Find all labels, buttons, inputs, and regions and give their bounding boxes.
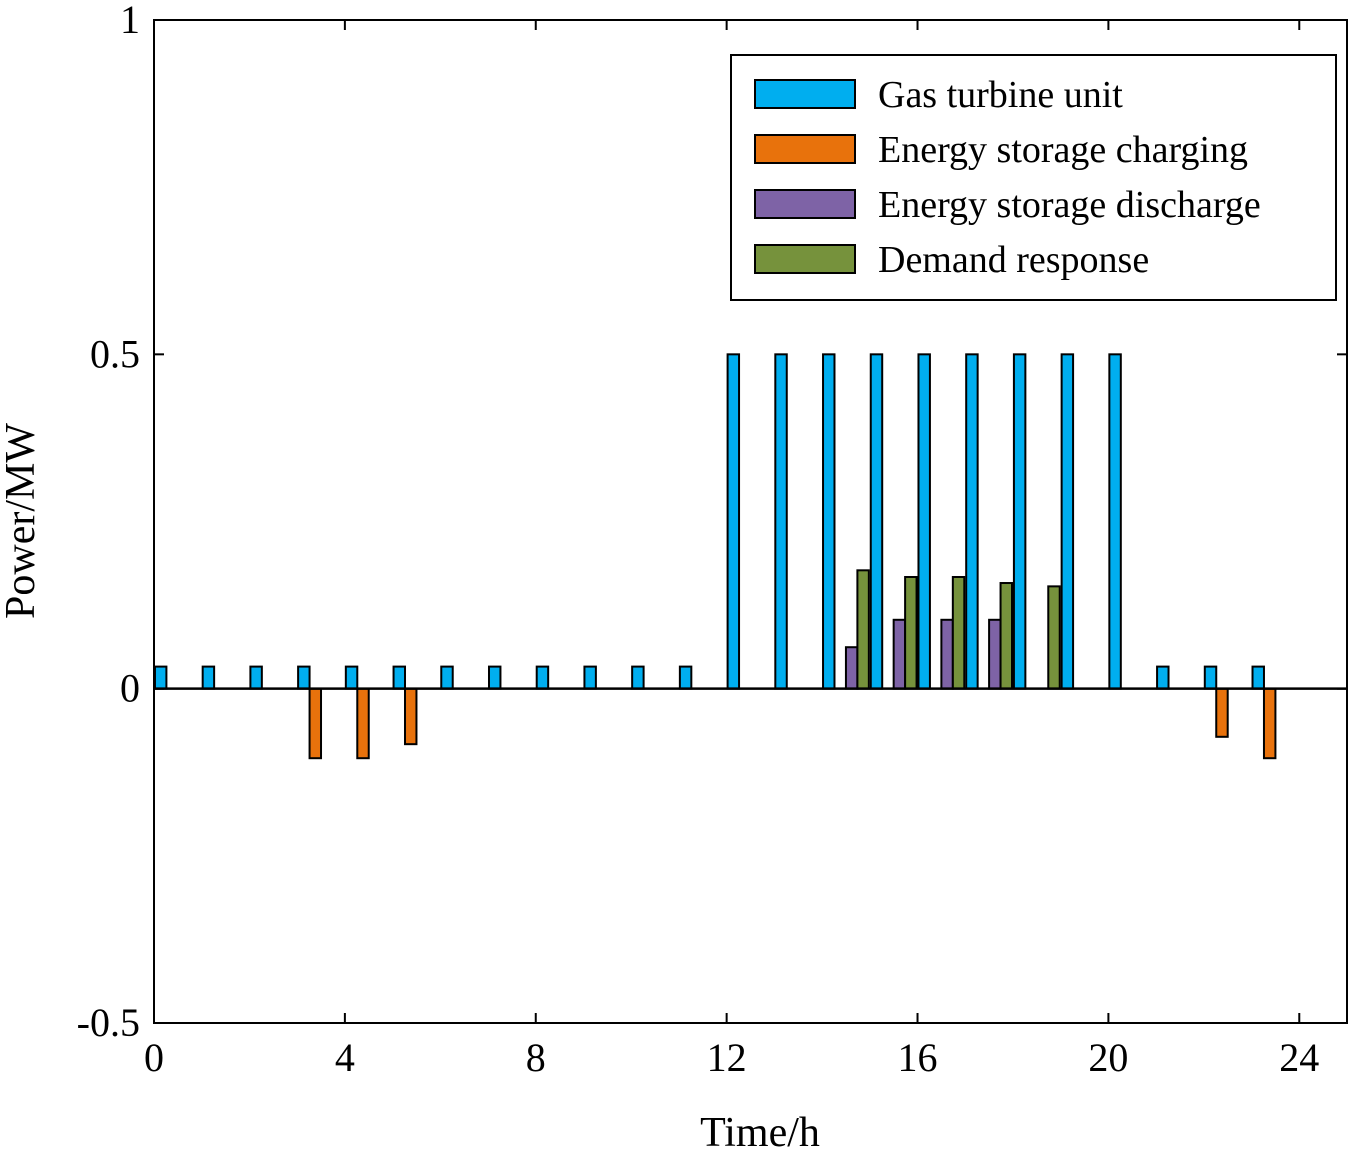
bar-storage-charging-h24 — [1262, 687, 1277, 760]
bar-gas-turbine-h10 — [583, 665, 597, 690]
legend-label-demand-response: Demand response — [878, 239, 1149, 281]
bar-storage-charging-h5 — [356, 687, 370, 760]
bar-gas-turbine-h18 — [965, 353, 979, 690]
legend-swatch-storage-charging — [754, 134, 856, 164]
bar-storage-charging-h4 — [308, 687, 323, 760]
legend-label-storage-discharge: Energy storage discharge — [878, 184, 1261, 226]
bar-gas-turbine-h23 — [1203, 665, 1218, 690]
bar-gas-turbine-h24 — [1251, 665, 1265, 690]
x-axis-title: Time/h — [700, 1110, 820, 1151]
bar-gas-turbine-h4 — [297, 665, 311, 690]
x-tick-label: 8 — [526, 1035, 546, 1080]
bar-gas-turbine-h16 — [869, 353, 884, 690]
x-tick-label: 20 — [1088, 1035, 1128, 1080]
bar-gas-turbine-h15 — [822, 353, 836, 690]
x-tick-label: 12 — [707, 1035, 747, 1080]
bar-storage-discharge-h17 — [940, 618, 954, 690]
bar-gas-turbine-h21 — [1108, 353, 1122, 690]
bar-gas-turbine-h6 — [392, 665, 407, 690]
bar-gas-turbine-h13 — [726, 353, 741, 690]
bar-demand-response-h15 — [856, 569, 870, 690]
legend-swatch-gas-turbine — [754, 79, 856, 109]
y-axis-title: Power/MW — [0, 423, 44, 619]
y-tick-label: -0.5 — [77, 1000, 140, 1045]
bar-storage-discharge-h16 — [892, 618, 907, 690]
bar-gas-turbine-h14 — [774, 353, 788, 690]
y-tick-label: 0.5 — [90, 331, 140, 376]
bar-gas-turbine-h17 — [917, 353, 931, 690]
plot-frame — [153, 19, 1348, 1024]
bar-storage-discharge-h18 — [988, 618, 1002, 690]
bar-gas-turbine-h1 — [153, 665, 168, 690]
bar-gas-turbine-h11 — [631, 665, 645, 690]
bar-storage-discharge-h15 — [844, 646, 859, 690]
bar-gas-turbine-h22 — [1156, 665, 1170, 690]
y-tick-label: 0 — [120, 666, 140, 711]
bar-gas-turbine-h20 — [1060, 353, 1075, 690]
bar-gas-turbine-h19 — [1012, 353, 1027, 690]
bar-storage-charging-h6 — [404, 687, 418, 746]
x-tick-label: 16 — [898, 1035, 938, 1080]
bar-gas-turbine-h5 — [344, 665, 359, 690]
bar-demand-response-h19 — [1047, 585, 1061, 690]
legend-swatch-demand-response — [754, 244, 856, 274]
x-tick-label: 4 — [335, 1035, 355, 1080]
bar-demand-response-h18 — [999, 582, 1014, 690]
legend-label-gas-turbine: Gas turbine unit — [878, 74, 1123, 116]
bar-gas-turbine-h3 — [249, 665, 263, 690]
legend-swatch-storage-discharge — [754, 189, 856, 219]
x-tick-label: 0 — [144, 1035, 164, 1080]
bar-gas-turbine-h2 — [201, 665, 216, 690]
bar-demand-response-h17 — [951, 575, 966, 690]
y-tick-label: 1 — [120, 0, 140, 42]
bar-gas-turbine-h9 — [535, 665, 550, 690]
x-tick-label: 24 — [1279, 1035, 1319, 1080]
bar-demand-response-h16 — [904, 575, 918, 690]
bar-gas-turbine-h7 — [440, 665, 454, 690]
bar-storage-charging-h23 — [1215, 687, 1229, 738]
legend: Gas turbine unit Energy storage charging E… — [730, 54, 1337, 301]
legend-label-storage-charging: Energy storage charging — [878, 129, 1248, 171]
bar-gas-turbine-h12 — [678, 665, 693, 690]
bar-gas-turbine-h8 — [487, 665, 502, 690]
